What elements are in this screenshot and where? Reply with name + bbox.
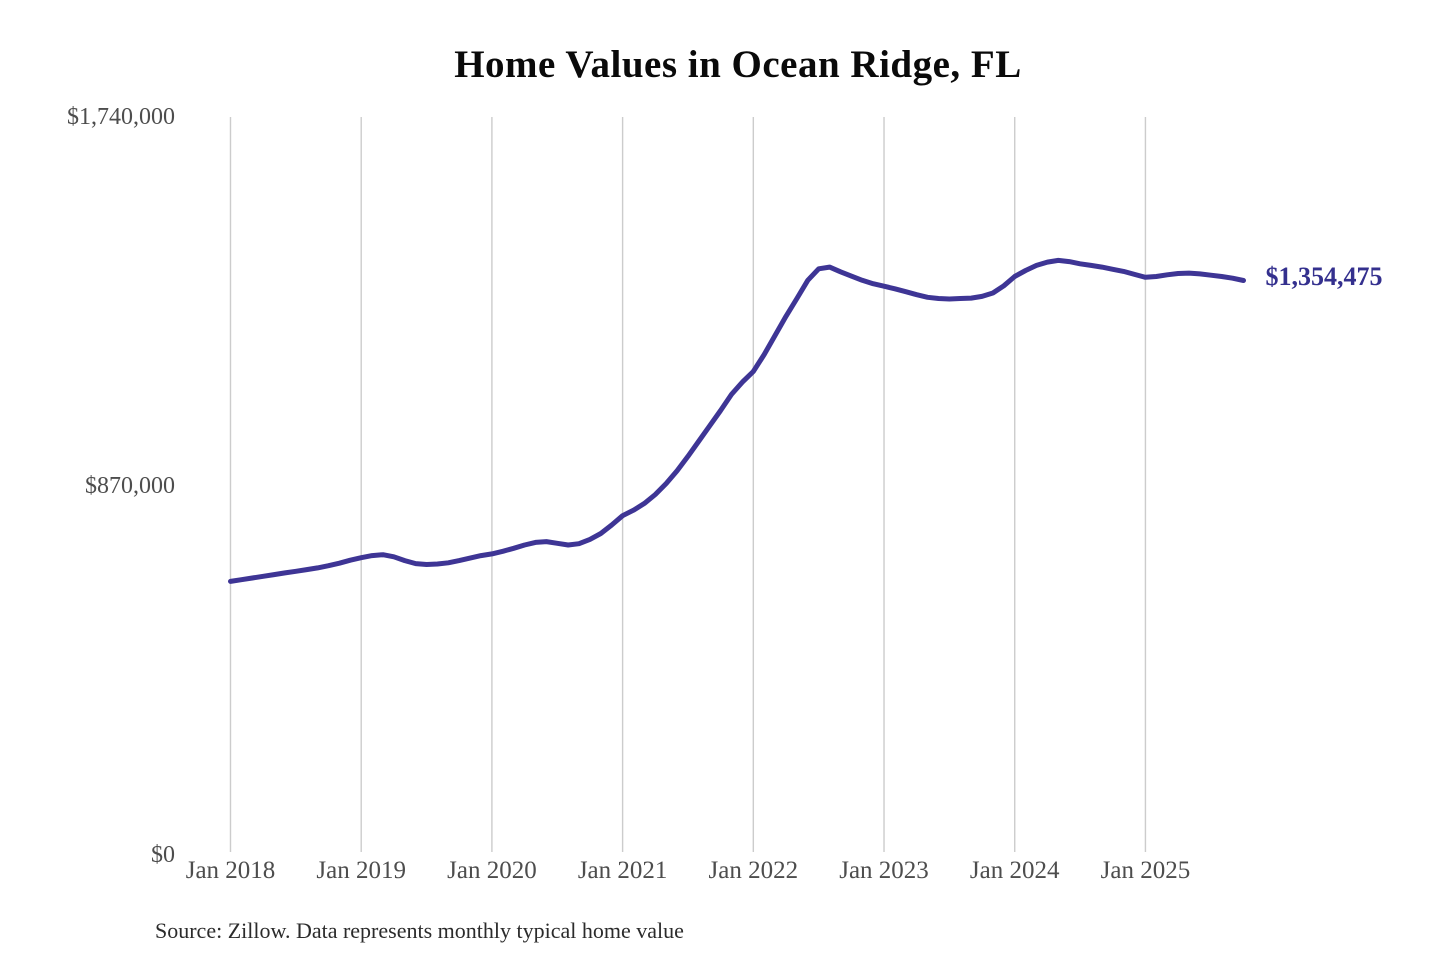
x-tick-jan-2024: Jan 2024	[969, 857, 1060, 884]
home-value-line	[228, 257, 1246, 584]
y-tick-1740000: $1,740,000	[67, 104, 175, 130]
year-gridlines	[229, 117, 1147, 852]
x-tick-jan-2023: Jan 2023	[839, 857, 929, 884]
x-tick-jan-2022: Jan 2022	[708, 857, 799, 884]
x-tick-jan-2025: Jan 2025	[1100, 857, 1191, 884]
x-tick-jan-2020: Jan 2020	[447, 857, 537, 884]
x-tick-jan-2018: Jan 2018	[185, 857, 276, 884]
x-tick-jan-2019: Jan 2019	[316, 857, 406, 884]
chart-title: Home Values in Ocean Ridge, FL	[454, 43, 1022, 86]
y-tick-0: $0	[151, 842, 175, 868]
y-tick-870000: $870,000	[85, 473, 175, 499]
latest-value-label: $1,354,475	[1265, 261, 1383, 291]
x-tick-jan-2021: Jan 2021	[577, 857, 668, 884]
source-note: Source: Zillow. Data represents monthly …	[155, 918, 684, 943]
